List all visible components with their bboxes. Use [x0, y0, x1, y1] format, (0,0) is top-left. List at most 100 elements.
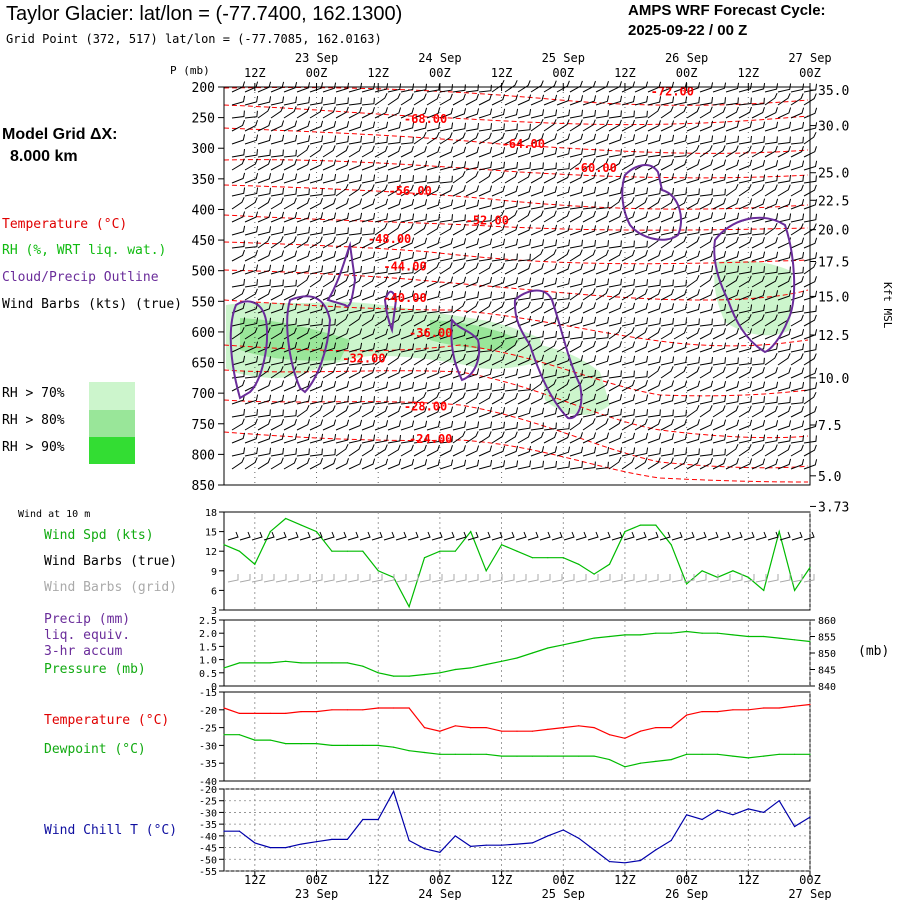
- wind-barb-640: [361, 266, 375, 275]
- wind-barb-722: [257, 288, 271, 301]
- wind-barb-698: [530, 277, 545, 288]
- wind-barb-942: [777, 343, 792, 353]
- wind-barb-142: [322, 120, 337, 132]
- panel-2-series-0-point-8: [346, 662, 348, 664]
- panel-4-frame: [223, 788, 811, 872]
- wind-barb-647: [452, 262, 466, 275]
- wind-barb-58: [400, 93, 414, 106]
- wind-barb-1346: [764, 458, 779, 470]
- wind-barb-222: [777, 136, 791, 145]
- wind-barb-781: [439, 305, 453, 314]
- wind-barb-1058: [530, 378, 544, 392]
- panel-2-y2tick-label-3: 855: [818, 633, 836, 644]
- cs-y2tick-label-6: 15.0: [818, 290, 849, 305]
- wind-barb-19: [478, 84, 492, 93]
- panel-4-series-0-point-30: [686, 814, 688, 816]
- wind-barb-950: [296, 356, 310, 366]
- wind-barb-349: [673, 173, 688, 184]
- wind-barb-1194: [543, 422, 557, 431]
- wind-barb-18: [465, 84, 479, 93]
- wind-barb-598: [400, 252, 415, 262]
- wind-barb-1327: [517, 460, 532, 470]
- wind-barb-285: [426, 160, 441, 171]
- wind-barb-1326: [504, 460, 519, 470]
- wind-barb-1294: [673, 448, 687, 457]
- bottom-hour-label-1: 00Z: [306, 873, 328, 887]
- wind-barb-173: [725, 121, 740, 132]
- wind-barb-71: [569, 95, 584, 106]
- panel-4-series-0-point-23: [578, 837, 580, 839]
- panel-4-series-0-point-33: [732, 814, 734, 816]
- wind-barb-248: [530, 147, 545, 158]
- wind10m-grid-barb-39: [695, 574, 707, 583]
- wind-barb-663: [660, 264, 675, 275]
- wind-barb-1152: [582, 408, 597, 418]
- wind-barb-519: [543, 224, 558, 236]
- wind-barb-1095: [426, 392, 440, 405]
- wind-barb-149: [413, 122, 428, 132]
- wind-barb-439: [673, 197, 687, 210]
- wind-barb-164: [608, 119, 622, 132]
- wind10m-grid-barb-44: [755, 574, 767, 583]
- wind-barb-548: [335, 236, 349, 249]
- wind-barb-348: [660, 173, 675, 184]
- panel-3-series-0-point-35: [763, 707, 765, 709]
- wind-barb-682: [322, 275, 336, 288]
- wind-barb-1197: [582, 418, 596, 431]
- wind-barb-208: [595, 133, 610, 145]
- wind10m-barb-23: [503, 531, 515, 541]
- panel-3-series-0-point-6: [315, 711, 318, 713]
- wind-barb-391: [634, 187, 649, 197]
- wind10m-grid-barb-37: [671, 574, 683, 583]
- wind-barb-561: [504, 238, 519, 249]
- wind-barb-90: [231, 110, 245, 119]
- wind-barb-1041: [309, 380, 324, 392]
- wind-barb-299: [608, 158, 622, 171]
- wind-barb-1289: [608, 447, 623, 457]
- wind-barb-312: [777, 160, 792, 171]
- wind-barb-782: [452, 300, 466, 314]
- wind-barb-788: [530, 301, 544, 314]
- wind-barb-1210: [751, 419, 766, 431]
- panel-3-series-1-point-32: [716, 753, 719, 755]
- wind-barb-481: [634, 211, 649, 223]
- wind-barb-41: [764, 83, 779, 93]
- wind-barb-728: [335, 289, 350, 301]
- wind-barb-1091: [374, 396, 388, 405]
- wind-barb-947: [257, 356, 272, 366]
- temperature-contour-4: [223, 184, 809, 210]
- panel-4-series-0-point-3: [269, 847, 271, 849]
- wind-barb-89: [803, 93, 817, 106]
- wind-barb-83: [725, 97, 739, 106]
- top-date-label-4: 27 Sep: [788, 51, 831, 65]
- wind-barb-732: [387, 290, 402, 301]
- wind-barb-891: [699, 327, 713, 340]
- wind-barb-1131: [309, 405, 323, 418]
- panel-3-series-1-point-21: [547, 755, 549, 757]
- temperature-contour-0: [223, 87, 809, 106]
- wind10m-barb-10: [347, 531, 359, 541]
- wind-barb-329: [413, 175, 427, 184]
- panel-4-series-0-point-9: [362, 818, 364, 821]
- wind-barb-1252: [712, 434, 727, 444]
- wind-barb-1277: [452, 445, 466, 457]
- wind-barb-52: [322, 97, 336, 106]
- label-temperature: Temperature (°C): [44, 713, 170, 728]
- cs-ytick-label-550: 550: [192, 295, 215, 310]
- cs-ytick-label-750: 750: [192, 418, 215, 433]
- wind-barb-369: [348, 184, 362, 197]
- panel-3-series-1-point-10: [377, 744, 379, 747]
- wind-barb-984: [738, 357, 752, 366]
- cloud-outline-0: [229, 300, 268, 400]
- wind-barb-894: [738, 328, 753, 340]
- wind-barb-1266: [309, 448, 323, 457]
- wind-barb-296: [569, 157, 583, 171]
- wind-barb-1317: [387, 458, 402, 470]
- wind-barb-700: [556, 278, 571, 288]
- wind-barb-631: [244, 264, 259, 275]
- wind-barb-1316: [374, 458, 389, 470]
- wind-barb-557: [452, 238, 467, 249]
- wind-barb-517: [517, 224, 532, 236]
- wind-barb-1239: [543, 431, 557, 444]
- wind-barb-24: [543, 80, 557, 93]
